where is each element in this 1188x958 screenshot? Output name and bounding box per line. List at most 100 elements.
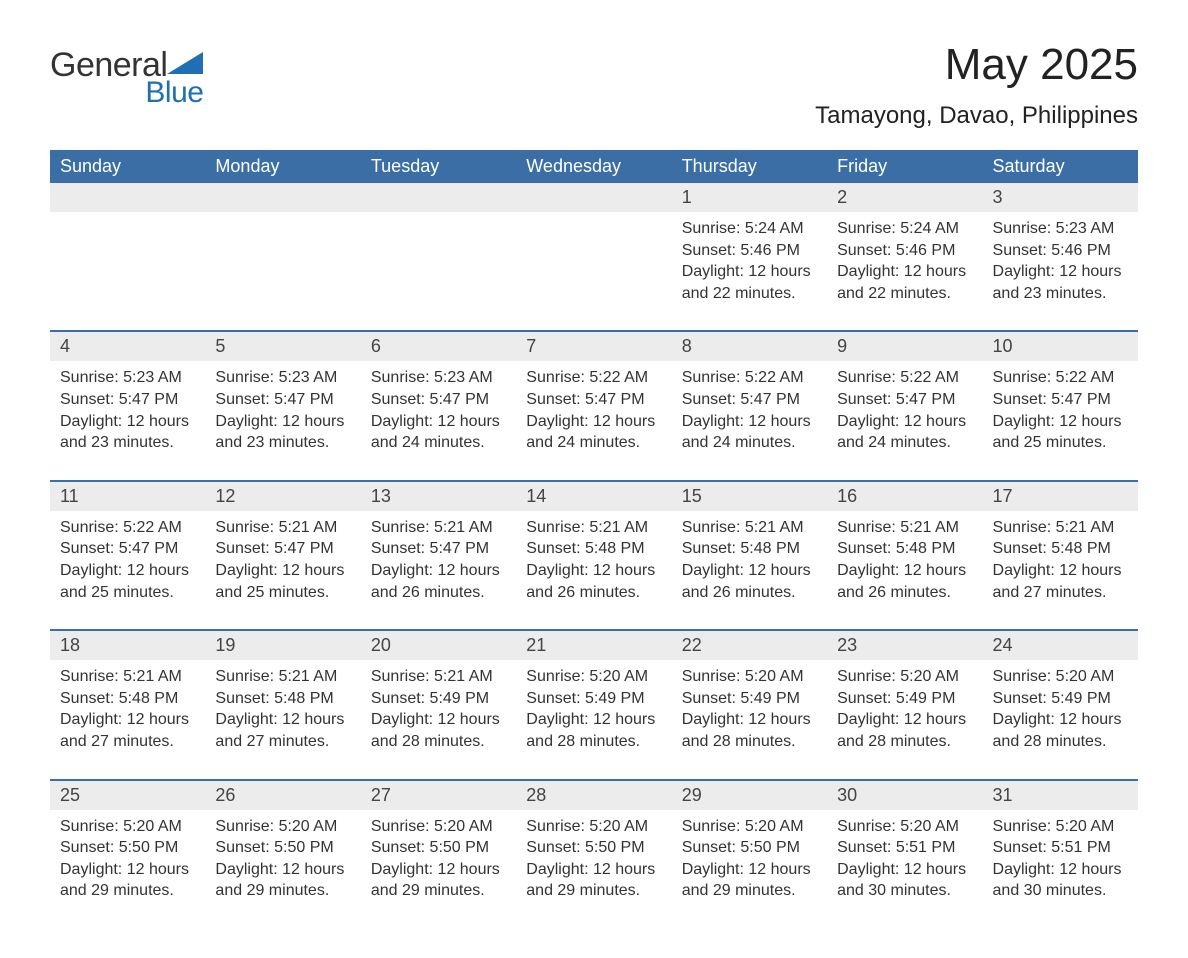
- sunrise-line: Sunrise: 5:21 AM: [215, 666, 350, 688]
- sunset-line: Sunset: 5:48 PM: [215, 688, 350, 710]
- sunset-line: Sunset: 5:46 PM: [993, 240, 1128, 262]
- empty-content-cell: [50, 212, 205, 331]
- daylight-line: Daylight: 12 hours and 23 minutes.: [215, 411, 350, 454]
- logo: General Blue: [50, 40, 203, 108]
- sunset-line: Sunset: 5:48 PM: [60, 688, 195, 710]
- sunset-line: Sunset: 5:50 PM: [371, 837, 506, 859]
- day-content-cell: Sunrise: 5:22 AMSunset: 5:47 PMDaylight:…: [672, 361, 827, 480]
- sunrise-line: Sunrise: 5:21 AM: [526, 517, 661, 539]
- day-number-cell: 28: [516, 780, 671, 810]
- daylight-line: Daylight: 12 hours and 25 minutes.: [215, 560, 350, 603]
- sunrise-line: Sunrise: 5:20 AM: [682, 666, 817, 688]
- sunrise-line: Sunrise: 5:22 AM: [993, 367, 1128, 389]
- sunset-line: Sunset: 5:47 PM: [371, 538, 506, 560]
- sunrise-line: Sunrise: 5:21 AM: [371, 517, 506, 539]
- empty-content-cell: [205, 212, 360, 331]
- day-number-cell: 9: [827, 331, 982, 361]
- week-content-row: Sunrise: 5:20 AMSunset: 5:50 PMDaylight:…: [50, 810, 1138, 928]
- sunrise-line: Sunrise: 5:22 AM: [60, 517, 195, 539]
- day-number-cell: 19: [205, 630, 360, 660]
- day-number-cell: 12: [205, 481, 360, 511]
- sunset-line: Sunset: 5:50 PM: [215, 837, 350, 859]
- sunrise-line: Sunrise: 5:22 AM: [526, 367, 661, 389]
- day-number-cell: 7: [516, 331, 671, 361]
- day-number-cell: 8: [672, 331, 827, 361]
- day-number-cell: 21: [516, 630, 671, 660]
- daylight-line: Daylight: 12 hours and 28 minutes.: [837, 709, 972, 752]
- day-content-cell: Sunrise: 5:20 AMSunset: 5:51 PMDaylight:…: [827, 810, 982, 928]
- daylight-line: Daylight: 12 hours and 26 minutes.: [837, 560, 972, 603]
- day-content-cell: Sunrise: 5:21 AMSunset: 5:47 PMDaylight:…: [205, 511, 360, 630]
- week-content-row: Sunrise: 5:24 AMSunset: 5:46 PMDaylight:…: [50, 212, 1138, 331]
- daylight-line: Daylight: 12 hours and 24 minutes.: [837, 411, 972, 454]
- day-number-cell: 11: [50, 481, 205, 511]
- daylight-line: Daylight: 12 hours and 29 minutes.: [526, 859, 661, 902]
- day-number-cell: 16: [827, 481, 982, 511]
- daylight-line: Daylight: 12 hours and 26 minutes.: [682, 560, 817, 603]
- day-number-cell: 3: [983, 183, 1138, 212]
- day-number-cell: 23: [827, 630, 982, 660]
- daylight-line: Daylight: 12 hours and 29 minutes.: [682, 859, 817, 902]
- day-content-cell: Sunrise: 5:21 AMSunset: 5:49 PMDaylight:…: [361, 660, 516, 779]
- week-content-row: Sunrise: 5:23 AMSunset: 5:47 PMDaylight:…: [50, 361, 1138, 480]
- sunrise-line: Sunrise: 5:20 AM: [682, 816, 817, 838]
- sunset-line: Sunset: 5:49 PM: [837, 688, 972, 710]
- day-number-cell: 14: [516, 481, 671, 511]
- day-content-cell: Sunrise: 5:23 AMSunset: 5:47 PMDaylight:…: [50, 361, 205, 480]
- dow-header: Tuesday: [361, 150, 516, 183]
- day-number-cell: 22: [672, 630, 827, 660]
- daylight-line: Daylight: 12 hours and 25 minutes.: [60, 560, 195, 603]
- sunrise-line: Sunrise: 5:21 AM: [837, 517, 972, 539]
- day-number-cell: 15: [672, 481, 827, 511]
- sunrise-line: Sunrise: 5:24 AM: [837, 218, 972, 240]
- day-content-cell: Sunrise: 5:22 AMSunset: 5:47 PMDaylight:…: [516, 361, 671, 480]
- sunrise-line: Sunrise: 5:20 AM: [215, 816, 350, 838]
- daylight-line: Daylight: 12 hours and 28 minutes.: [682, 709, 817, 752]
- daylight-line: Daylight: 12 hours and 26 minutes.: [371, 560, 506, 603]
- day-content-cell: Sunrise: 5:23 AMSunset: 5:47 PMDaylight:…: [361, 361, 516, 480]
- title-block: May 2025 Tamayong, Davao, Philippines: [815, 40, 1138, 130]
- day-number-cell: 18: [50, 630, 205, 660]
- daylight-line: Daylight: 12 hours and 28 minutes.: [371, 709, 506, 752]
- day-number-cell: 20: [361, 630, 516, 660]
- day-content-cell: Sunrise: 5:21 AMSunset: 5:48 PMDaylight:…: [827, 511, 982, 630]
- sunrise-line: Sunrise: 5:23 AM: [60, 367, 195, 389]
- dow-header: Monday: [205, 150, 360, 183]
- week-daynum-row: 18192021222324: [50, 630, 1138, 660]
- week-content-row: Sunrise: 5:21 AMSunset: 5:48 PMDaylight:…: [50, 660, 1138, 779]
- day-number-cell: 30: [827, 780, 982, 810]
- sunrise-line: Sunrise: 5:20 AM: [371, 816, 506, 838]
- sunrise-line: Sunrise: 5:21 AM: [215, 517, 350, 539]
- daylight-line: Daylight: 12 hours and 29 minutes.: [371, 859, 506, 902]
- day-content-cell: Sunrise: 5:20 AMSunset: 5:49 PMDaylight:…: [516, 660, 671, 779]
- sunset-line: Sunset: 5:51 PM: [993, 837, 1128, 859]
- sunset-line: Sunset: 5:48 PM: [993, 538, 1128, 560]
- day-content-cell: Sunrise: 5:24 AMSunset: 5:46 PMDaylight:…: [672, 212, 827, 331]
- day-content-cell: Sunrise: 5:20 AMSunset: 5:50 PMDaylight:…: [205, 810, 360, 928]
- week-daynum-row: 25262728293031: [50, 780, 1138, 810]
- sunrise-line: Sunrise: 5:23 AM: [215, 367, 350, 389]
- daylight-line: Daylight: 12 hours and 28 minutes.: [993, 709, 1128, 752]
- day-content-cell: Sunrise: 5:21 AMSunset: 5:48 PMDaylight:…: [983, 511, 1138, 630]
- day-number-cell: 2: [827, 183, 982, 212]
- day-number-cell: 26: [205, 780, 360, 810]
- daylight-line: Daylight: 12 hours and 30 minutes.: [837, 859, 972, 902]
- sunset-line: Sunset: 5:47 PM: [60, 538, 195, 560]
- sunrise-line: Sunrise: 5:24 AM: [682, 218, 817, 240]
- dow-header: Thursday: [672, 150, 827, 183]
- sunrise-line: Sunrise: 5:20 AM: [60, 816, 195, 838]
- day-content-cell: Sunrise: 5:21 AMSunset: 5:48 PMDaylight:…: [516, 511, 671, 630]
- sunset-line: Sunset: 5:47 PM: [215, 389, 350, 411]
- day-content-cell: Sunrise: 5:21 AMSunset: 5:48 PMDaylight:…: [205, 660, 360, 779]
- sunset-line: Sunset: 5:50 PM: [682, 837, 817, 859]
- day-content-cell: Sunrise: 5:22 AMSunset: 5:47 PMDaylight:…: [983, 361, 1138, 480]
- calendar-body: 123 Sunrise: 5:24 AMSunset: 5:46 PMDayli…: [50, 183, 1138, 928]
- day-content-cell: Sunrise: 5:20 AMSunset: 5:50 PMDaylight:…: [361, 810, 516, 928]
- sunrise-line: Sunrise: 5:20 AM: [993, 816, 1128, 838]
- day-number-cell: 6: [361, 331, 516, 361]
- day-content-cell: Sunrise: 5:22 AMSunset: 5:47 PMDaylight:…: [827, 361, 982, 480]
- calendar-table: SundayMondayTuesdayWednesdayThursdayFrid…: [50, 150, 1138, 928]
- empty-daynum-cell: [205, 183, 360, 212]
- page-title: May 2025: [815, 40, 1138, 90]
- daylight-line: Daylight: 12 hours and 25 minutes.: [993, 411, 1128, 454]
